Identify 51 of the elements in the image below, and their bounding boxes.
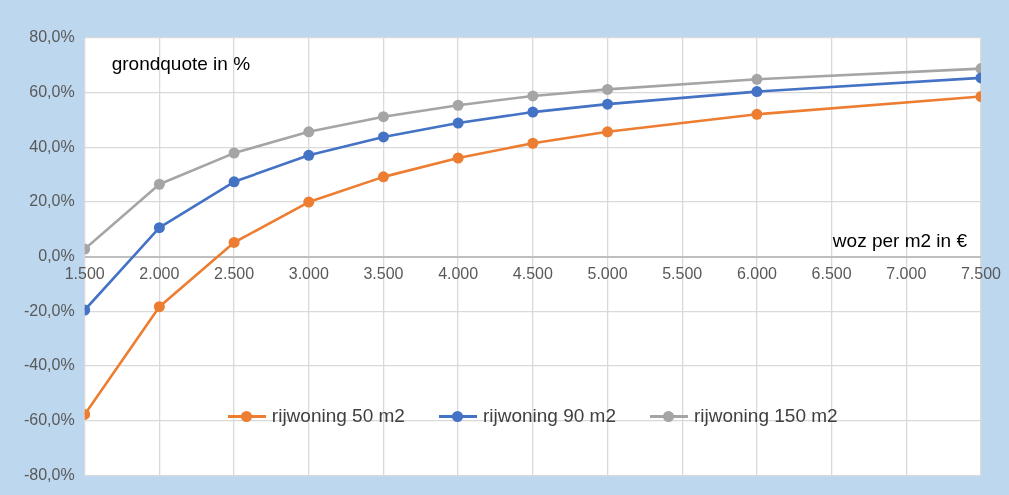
point [602, 98, 614, 110]
x-axis-title: woz per m2 in € [831, 230, 968, 252]
point [228, 236, 240, 248]
point [153, 222, 165, 234]
y-axis-title: grondquote in % [111, 53, 251, 75]
point [303, 149, 315, 161]
legend-label: rijwoning 150 m2 [693, 405, 838, 428]
y-tick-label: 60,0% [29, 83, 75, 101]
y-tick-label: 20,0% [29, 192, 75, 210]
x-tick-label: 7.000 [886, 264, 927, 282]
x-tick-label: 2.000 [139, 264, 180, 282]
y-tick-label: -40,0% [23, 356, 75, 374]
x-tick-label: 5.000 [587, 264, 628, 282]
y-tick-label: 40,0% [29, 137, 75, 155]
point [303, 126, 315, 138]
x-tick-label: 1.500 [64, 264, 105, 282]
x-tick-label: 2.500 [214, 264, 255, 282]
point [228, 147, 240, 159]
x-tick-label: 3.000 [288, 264, 329, 282]
y-tick-label: -20,0% [23, 301, 75, 319]
x-tick-label: 3.500 [363, 264, 404, 282]
point [303, 196, 315, 208]
point [377, 131, 389, 143]
point [377, 111, 389, 123]
point [452, 99, 464, 111]
x-tick-label: 4.000 [438, 264, 479, 282]
point [751, 108, 763, 120]
y-tick-label: 80,0% [29, 28, 75, 46]
point [527, 137, 539, 149]
point [751, 73, 763, 85]
point [602, 83, 614, 95]
point [452, 152, 464, 164]
x-tick-label: 5.500 [662, 264, 703, 282]
y-tick-label: -60,0% [23, 411, 75, 429]
point [452, 117, 464, 129]
point [377, 171, 389, 183]
point [527, 90, 539, 102]
point [602, 126, 614, 138]
legend-label: rijwoning 50 m2 [271, 405, 405, 428]
point [153, 178, 165, 190]
point [527, 106, 539, 118]
point [751, 86, 763, 98]
y-tick-label: 0,0% [38, 247, 75, 265]
point [153, 301, 165, 313]
x-tick-label: 6.000 [736, 264, 778, 282]
legend-label: rijwoning 90 m2 [482, 405, 616, 428]
x-tick-label: 4.500 [512, 264, 553, 282]
y-tick-label: -80,0% [23, 465, 75, 483]
x-tick-label: 7.500 [960, 264, 1002, 282]
point [228, 176, 240, 188]
x-tick-label: 6.500 [811, 264, 852, 282]
